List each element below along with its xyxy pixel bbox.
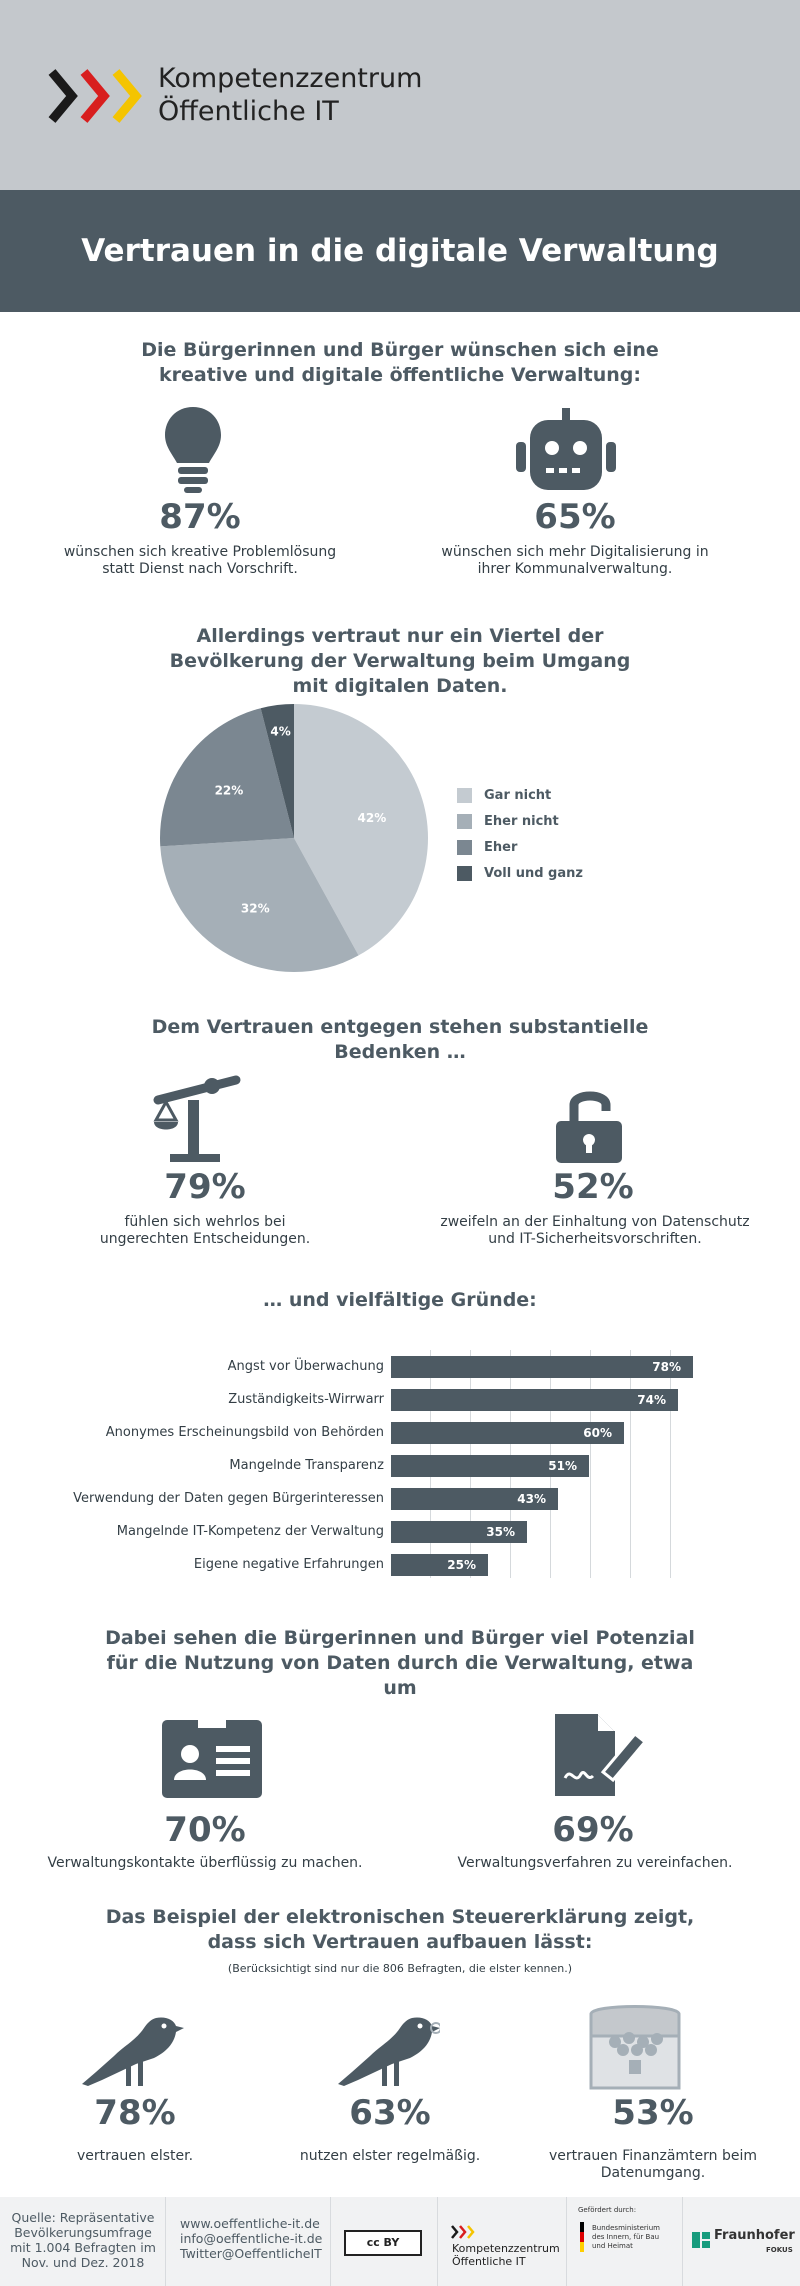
footer-twitter-link[interactable]: Twitter@OeffentlicheIT: [180, 2246, 322, 2261]
pie-legend-item: Eher nicht: [457, 814, 583, 829]
stat-52-value: 52%: [552, 1167, 634, 1207]
stat-78-elster-value: 78%: [94, 2093, 176, 2133]
pie-slice-label: 42%: [358, 811, 387, 825]
bar-category-label: Mangelnde Transparenz: [229, 1458, 384, 1473]
stat-87-value: 87%: [159, 497, 241, 537]
stat-79-caption: fühlen sich wehrlos bei ungerechten Ents…: [99, 1214, 311, 1247]
stat-63-caption: nutzen elster regelmäßig.: [299, 2148, 481, 2164]
pie-slice-label: 4%: [270, 725, 290, 739]
title-band: [0, 190, 800, 312]
pie-legend-swatch: [457, 788, 472, 803]
fokus-name: FOKUS: [766, 2246, 793, 2254]
bar: 43%: [391, 1488, 558, 1510]
section6-note: (Berücksichtigt sind nur die 806 Befragt…: [227, 1962, 573, 1975]
pie-legend: Gar nicht Eher nicht Eher Voll und ganz: [457, 788, 583, 892]
cc-license-badge[interactable]: cc BY: [344, 2230, 422, 2256]
pie-slice-label: 22%: [215, 784, 244, 798]
footer-web-link[interactable]: www.oeffentliche-it.de: [180, 2216, 320, 2231]
pie-slice: [260, 704, 294, 838]
footer-divider: [566, 2197, 567, 2286]
footer-mail-link[interactable]: info@oeffentliche-it.de: [180, 2231, 323, 2246]
footer-brand: Kompetenzzentrum Öffentliche IT: [452, 2242, 560, 2268]
stat-79-value: 79%: [164, 1167, 246, 1207]
stat-69-caption: Verwaltungsverfahren zu vereinfachen.: [457, 1855, 733, 1871]
document-sign-icon: [555, 1714, 647, 1796]
section3-heading: Dem Vertrauen entgegen stehen substantie…: [151, 1016, 649, 1063]
section5-heading: Dabei sehen die Bürgerinnen und Bürger v…: [105, 1627, 695, 1699]
scale-icon: [153, 1075, 241, 1162]
pie-legend-swatch: [457, 814, 472, 829]
logo-chevrons-icon: [48, 69, 142, 123]
bar: 60%: [391, 1422, 624, 1444]
stat-65-caption: wünschen sich mehr Digitalisierung in ih…: [441, 544, 709, 577]
pie-legend-label: Voll und ganz: [484, 866, 583, 881]
pie-legend-label: Eher nicht: [484, 814, 559, 829]
stat-78-elster-caption: vertrauen elster.: [76, 2148, 194, 2164]
pie-legend-item: Gar nicht: [457, 788, 583, 803]
fraunhofer-logo-icon: [692, 2232, 710, 2248]
lightbulb-icon: [165, 407, 221, 493]
pie-chart: 42% 32% 22% 4%: [160, 704, 428, 972]
bar-category-label: Verwendung der Daten gegen Bürgerinteres…: [73, 1491, 384, 1506]
bar: 51%: [391, 1455, 589, 1477]
id-card-icon: [162, 1720, 262, 1798]
stat-63-value: 63%: [349, 2093, 431, 2133]
bar: 35%: [391, 1521, 527, 1543]
brand-line-2: Öffentliche IT: [158, 96, 339, 127]
section4-heading: … und vielfältige Gründe:: [263, 1289, 537, 1311]
footer-brand-line-1: Kompetenzzentrum: [452, 2242, 560, 2255]
pie-slice: [160, 708, 294, 847]
bar-category-label: Eigene negative Erfahrungen: [193, 1557, 384, 1572]
footer-divider: [330, 2197, 331, 2286]
pie-slice: [160, 838, 359, 972]
footer-source: Quelle: Repräsentative Bevölkerungsumfra…: [10, 2210, 156, 2270]
bird-icon: [82, 2017, 184, 2086]
treasure-chest-icon: [589, 2005, 681, 2090]
footer-logo-chevrons-icon: [451, 2225, 475, 2239]
robot-icon: [516, 408, 616, 490]
section1-heading: Die Bürgerinnen und Bürger wünschen sich…: [141, 339, 659, 386]
pie-legend-item: Voll und ganz: [457, 866, 583, 881]
ministry-name: Bundesministerium des Innern, für Bau un…: [592, 2224, 660, 2250]
pie-legend-label: Eher: [484, 840, 518, 855]
pie-legend-swatch: [457, 840, 472, 855]
section2-heading: Allerdings vertraut nur ein Viertel der …: [169, 625, 631, 697]
bar: 74%: [391, 1389, 678, 1411]
page-title: Vertrauen in die digitale Verwaltung: [81, 233, 719, 269]
stat-53-value: 53%: [612, 2093, 694, 2133]
funded-by-label: Gefördert durch:: [578, 2206, 637, 2214]
stat-70-caption: Verwaltungskontakte überflüssig zu mache…: [47, 1855, 363, 1871]
open-lock-icon: [556, 1091, 622, 1163]
pie-legend-label: Gar nicht: [484, 788, 552, 803]
footer-divider: [682, 2197, 683, 2286]
stat-52-caption: zweifeln an der Einhaltung von Datenschu…: [440, 1214, 750, 1247]
stat-70-value: 70%: [164, 1810, 246, 1850]
footer-brand-line-2: Öffentliche IT: [452, 2255, 526, 2268]
bird-ring-icon: [338, 2017, 440, 2086]
footer-divider: [165, 2197, 166, 2286]
bar-category-label: Anonymes Erscheinungsbild von Behörden: [105, 1425, 384, 1440]
bar-category-label: Angst vor Überwachung: [227, 1359, 384, 1374]
stat-69-value: 69%: [552, 1810, 634, 1850]
footer-contact: www.oeffentliche-it.de info@oeffentliche…: [180, 2216, 330, 2261]
bar-category-label: Zuständigkeits-Wirrwarr: [228, 1392, 384, 1407]
bar: 25%: [391, 1554, 488, 1576]
german-flag-icon: [580, 2222, 584, 2252]
stat-87-caption: wünschen sich kreative Problemlösung sta…: [63, 544, 337, 577]
pie-slice-label: 32%: [241, 901, 270, 915]
pie-slice: [294, 704, 428, 956]
bar-category-label: Mangelnde IT-Kompetenz der Verwaltung: [116, 1524, 384, 1539]
brand-name: Kompetenzzentrum Öffentliche IT: [158, 62, 422, 128]
pie-legend-item: Eher: [457, 840, 583, 855]
stat-53-caption: vertrauen Finanzämtern beim Datenumgang.: [548, 2148, 758, 2181]
bar: 78%: [391, 1356, 693, 1378]
footer-divider: [437, 2197, 438, 2286]
brand-line-1: Kompetenzzentrum: [158, 63, 423, 94]
fraunhofer-name: Fraunhofer: [714, 2228, 795, 2243]
stat-65-value: 65%: [534, 497, 616, 537]
pie-legend-swatch: [457, 866, 472, 881]
section6-heading: Das Beispiel der elektronischen Steuerer…: [105, 1906, 695, 1953]
